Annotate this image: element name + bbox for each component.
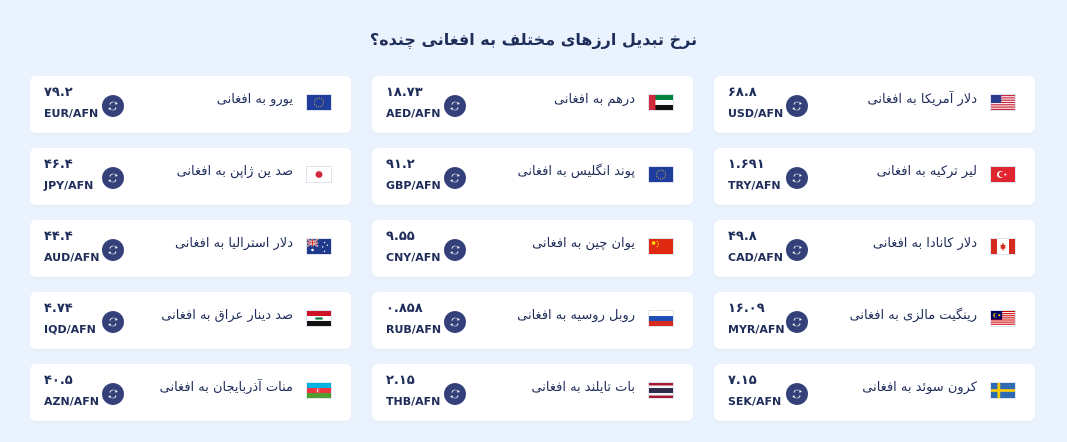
- uae-flag-icon: [648, 94, 674, 111]
- currency-pair: AZN/AFN: [44, 395, 99, 408]
- currency-pair: JPY/AFN: [44, 179, 94, 192]
- rate-card-iqd[interactable]: صد دینار عراق به افغانی ۴.۷۴ IQD/AFN: [30, 292, 351, 349]
- currency-pair: CAD/AFN: [728, 251, 783, 264]
- convert-icon[interactable]: [444, 167, 466, 189]
- rate-name: رینگیت مالزی به افغانی: [849, 308, 977, 323]
- rate-name: روبل روسیه به افغانی: [517, 308, 635, 323]
- rate-card-cad[interactable]: دلار کانادا به افغانی ۴۹.۸ CAD/AFN: [714, 220, 1035, 277]
- page-title: نرخ تبدیل ارزهای مختلف به افغانی چنده؟: [369, 30, 698, 49]
- rate-value: ۴۴.۴: [44, 229, 73, 244]
- rate-card-usd[interactable]: دلار آمریکا به افغانی ۶۸.۸ USD/AFN: [714, 76, 1035, 133]
- currency-pair: TRY/AFN: [728, 179, 781, 192]
- rate-value: ۱.۶۹۱: [728, 157, 765, 172]
- rate-name: منات آذربایجان به افغانی: [159, 380, 293, 395]
- currency-pair: CNY/AFN: [386, 251, 441, 264]
- rate-value: ۹۱.۲: [386, 157, 415, 172]
- convert-icon[interactable]: [102, 95, 124, 117]
- rate-value: ۴۰.۵: [44, 373, 73, 388]
- rate-name: درهم به افغانی: [554, 92, 635, 107]
- rate-name: یوان چین به افغانی: [532, 236, 635, 251]
- rate-name: پوند انگلیس به افغانی: [517, 164, 635, 179]
- rate-name: کرون سوئد به افغانی: [862, 380, 977, 395]
- currency-pair: SEK/AFN: [728, 395, 782, 408]
- convert-icon[interactable]: [102, 311, 124, 333]
- rate-value: ۷.۱۵: [728, 373, 757, 388]
- rate-name: صد ین ژاپن به افغانی: [176, 164, 293, 179]
- rate-name: لیر ترکیه به افغانی: [876, 164, 977, 179]
- currency-pair: EUR/AFN: [44, 107, 99, 120]
- rate-card-thb[interactable]: بات تایلند به افغانی ۲.۱۵ THB/AFN: [372, 364, 693, 421]
- rate-card-cny[interactable]: یوان چین به افغانی ۹.۵۵ CNY/AFN: [372, 220, 693, 277]
- australia-flag-icon: [306, 238, 332, 255]
- eu-flag-icon: [306, 94, 332, 111]
- rate-card-aud[interactable]: دلار استرالیا به افغانی ۴۴.۴ AUD/AFN: [30, 220, 351, 277]
- thailand-flag-icon: [648, 382, 674, 399]
- rate-card-gbp[interactable]: پوند انگلیس به افغانی ۹۱.۲ GBP/AFN: [372, 148, 693, 205]
- convert-icon[interactable]: [444, 383, 466, 405]
- rates-grid: دلار آمریکا به افغانی ۶۸.۸ USD/AFN درهم …: [29, 76, 1035, 421]
- rate-card-azn[interactable]: منات آذربایجان به افغانی ۴۰.۵ AZN/AFN: [30, 364, 351, 421]
- rate-card-aed[interactable]: درهم به افغانی ۱۸.۷۳ AED/AFN: [372, 76, 693, 133]
- rate-value: ۱۸.۷۳: [386, 85, 423, 100]
- canada-flag-icon: [990, 238, 1016, 255]
- convert-icon[interactable]: [102, 239, 124, 261]
- convert-icon[interactable]: [786, 167, 808, 189]
- currency-pair: IQD/AFN: [44, 323, 96, 336]
- rate-name: دلار کانادا به افغانی: [872, 236, 977, 251]
- malaysia-flag-icon: [990, 310, 1016, 327]
- rate-name: صد دینار عراق به افغانی: [161, 308, 293, 323]
- rate-value: ۹.۵۵: [386, 229, 415, 244]
- rate-value: ۷۹.۲: [44, 85, 73, 100]
- convert-icon[interactable]: [102, 383, 124, 405]
- convert-icon[interactable]: [444, 239, 466, 261]
- rate-card-eur[interactable]: یورو به افغانی ۷۹.۲ EUR/AFN: [30, 76, 351, 133]
- convert-icon[interactable]: [786, 239, 808, 261]
- turkey-flag-icon: [990, 166, 1016, 183]
- currency-pair: GBP/AFN: [386, 179, 441, 192]
- china-flag-icon: [648, 238, 674, 255]
- rate-value: ۴۹.۸: [728, 229, 757, 244]
- currency-pair: RUB/AFN: [386, 323, 442, 336]
- rate-value: ۴۶.۴: [44, 157, 73, 172]
- sweden-flag-icon: [990, 382, 1016, 399]
- rate-card-myr[interactable]: رینگیت مالزی به افغانی ۱۶.۰۹ MYR/AFN: [714, 292, 1035, 349]
- japan-flag-icon: [306, 166, 332, 183]
- convert-icon[interactable]: [786, 383, 808, 405]
- rate-card-try[interactable]: لیر ترکیه به افغانی ۱.۶۹۱ TRY/AFN: [714, 148, 1035, 205]
- currency-pair: THB/AFN: [386, 395, 441, 408]
- rate-card-sek[interactable]: کرون سوئد به افغانی ۷.۱۵ SEK/AFN: [714, 364, 1035, 421]
- currency-pair: AUD/AFN: [44, 251, 100, 264]
- rate-name: دلار استرالیا به افغانی: [174, 236, 293, 251]
- currency-pair: AED/AFN: [386, 107, 441, 120]
- azerbaijan-flag-icon: [306, 382, 332, 399]
- rate-name: یورو به افغانی: [216, 92, 293, 107]
- currency-pair: USD/AFN: [728, 107, 784, 120]
- rate-name: دلار آمریکا به افغانی: [867, 92, 977, 107]
- convert-icon[interactable]: [102, 167, 124, 189]
- currency-pair: MYR/AFN: [728, 323, 785, 336]
- rate-value: ۲.۱۵: [386, 373, 415, 388]
- rate-card-jpy[interactable]: صد ین ژاپن به افغانی ۴۶.۴ JPY/AFN: [30, 148, 351, 205]
- us-flag-icon: [990, 94, 1016, 111]
- rate-card-rub[interactable]: روبل روسیه به افغانی ۰.۸۵۸ RUB/AFN: [372, 292, 693, 349]
- rate-value: ۴.۷۴: [44, 301, 73, 316]
- rate-name: بات تایلند به افغانی: [531, 380, 635, 395]
- convert-icon[interactable]: [786, 311, 808, 333]
- convert-icon[interactable]: [444, 311, 466, 333]
- rate-value: ۰.۸۵۸: [386, 301, 423, 316]
- convert-icon[interactable]: [786, 95, 808, 117]
- rate-value: ۶۸.۸: [728, 85, 757, 100]
- iraq-flag-icon: [306, 310, 332, 327]
- eu-flag-icon: [648, 166, 674, 183]
- russia-flag-icon: [648, 310, 674, 327]
- rate-value: ۱۶.۰۹: [728, 301, 765, 316]
- convert-icon[interactable]: [444, 95, 466, 117]
